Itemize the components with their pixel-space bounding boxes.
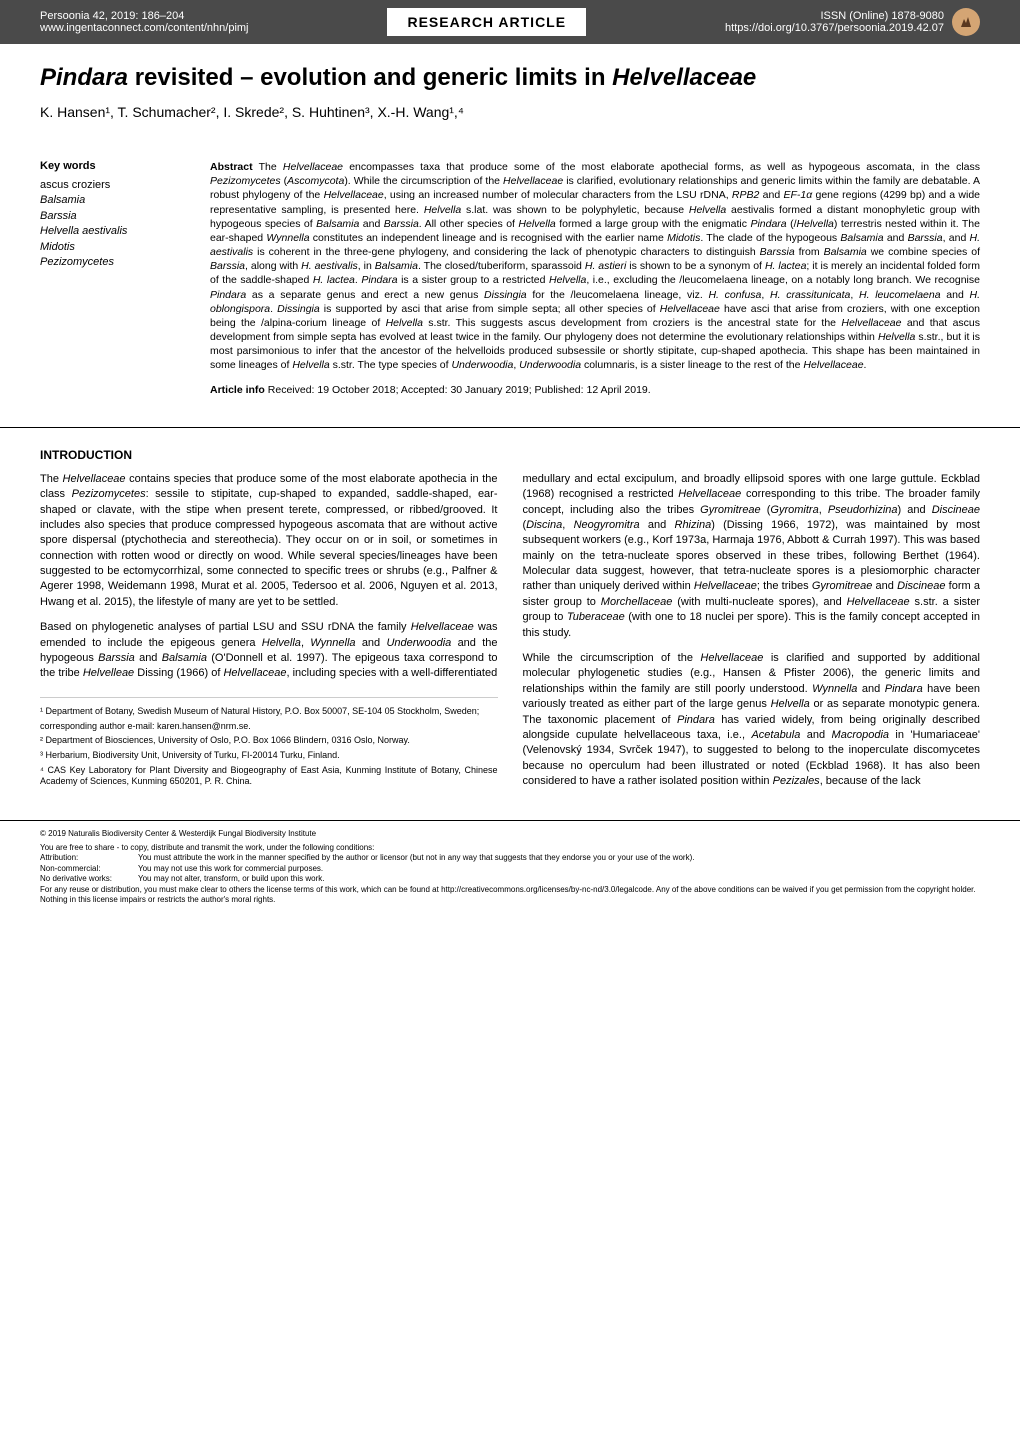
copyright-line: © 2019 Naturalis Biodiversity Center & W… <box>40 829 980 839</box>
left-column: The Helvellaceae contains species that p… <box>40 472 498 800</box>
license-label: Attribution: <box>40 853 130 863</box>
journal-citation: Persoonia 42, 2019: 186–204 <box>40 10 249 22</box>
author-list: K. Hansen¹, T. Schumacher², I. Skrede², … <box>40 104 980 120</box>
article-info: Article info Received: 19 October 2018; … <box>210 383 980 397</box>
journal-logo-icon <box>952 8 980 36</box>
right-column: medullary and ectal excipulum, and broad… <box>523 472 981 800</box>
license-row: Attribution: You must attribute the work … <box>40 853 980 863</box>
affiliation-item: ⁴ CAS Key Laboratory for Plant Diversity… <box>40 765 498 788</box>
keyword-list: ascus croziersBalsamiaBarssiaHelvella ae… <box>40 178 180 270</box>
license-label: No derivative works: <box>40 874 130 884</box>
license-footer: © 2019 Naturalis Biodiversity Center & W… <box>0 820 1020 914</box>
introduction-section: INTRODUCTION The Helvellaceae contains s… <box>0 427 1020 820</box>
title-section: Pindara revisited – evolution and generi… <box>0 44 1020 150</box>
article-title: Pindara revisited – evolution and generi… <box>40 64 980 92</box>
keyword-item: Midotis <box>40 240 180 255</box>
keyword-item: ascus croziers <box>40 178 180 193</box>
reuse-text: For any reuse or distribution, you must … <box>40 885 980 906</box>
affiliations-block: ¹ Department of Botany, Swedish Museum o… <box>40 697 498 788</box>
intro-para-2: Based on phylogenetic analyses of partia… <box>40 620 498 682</box>
abstract-label: Abstract <box>210 161 253 173</box>
journal-url: www.ingentaconnect.com/content/nhn/pimj <box>40 22 249 34</box>
affiliation-item: ³ Herbarium, Biodiversity Unit, Universi… <box>40 750 498 762</box>
license-text: You may not alter, transform, or build u… <box>138 874 324 884</box>
keyword-item: Helvella aestivalis <box>40 224 180 239</box>
keywords-column: Key words ascus croziersBalsamiaBarssiaH… <box>40 160 180 397</box>
abstract-column: Abstract The Helvellaceae encompasses ta… <box>210 160 980 397</box>
intro-para-1: The Helvellaceae contains species that p… <box>40 472 498 611</box>
license-label: Non-commercial: <box>40 864 130 874</box>
affiliation-item: ¹ Department of Botany, Swedish Museum o… <box>40 706 498 718</box>
header-right: ISSN (Online) 1878-9080 https://doi.org/… <box>725 8 980 36</box>
license-text: You may not use this work for commercial… <box>138 864 323 874</box>
article-info-text: Received: 19 October 2018; Accepted: 30 … <box>268 384 651 396</box>
license-row: No derivative works: You may not alter, t… <box>40 874 980 884</box>
intro-para-3: medullary and ectal excipulum, and broad… <box>523 472 981 641</box>
journal-header: Persoonia 42, 2019: 186–204 www.ingentac… <box>0 0 1020 44</box>
doi-text: https://doi.org/10.3767/persoonia.2019.4… <box>725 22 944 34</box>
license-row: Non-commercial: You may not use this work… <box>40 864 980 874</box>
share-intro: You are free to share - to copy, distrib… <box>40 843 980 853</box>
header-left: Persoonia 42, 2019: 186–204 www.ingentac… <box>40 10 249 34</box>
affiliation-item: ² Department of Biosciences, University … <box>40 735 498 747</box>
intro-para-4: While the circumscription of the Helvell… <box>523 651 981 790</box>
two-column-body: The Helvellaceae contains species that p… <box>40 472 980 800</box>
article-info-label: Article info <box>210 384 265 396</box>
keyword-item: Pezizomycetes <box>40 255 180 270</box>
keyword-item: Balsamia <box>40 193 180 208</box>
license-text: You must attribute the work in the manne… <box>138 853 694 863</box>
affiliation-item: corresponding author e-mail: karen.hanse… <box>40 721 498 733</box>
introduction-heading: INTRODUCTION <box>40 448 980 462</box>
license-rows: Attribution: You must attribute the work … <box>40 853 980 884</box>
keywords-heading: Key words <box>40 160 180 172</box>
article-type-badge: RESEARCH ARTICLE <box>387 8 586 36</box>
issn-text: ISSN (Online) 1878-9080 <box>820 10 944 22</box>
keyword-item: Barssia <box>40 209 180 224</box>
keywords-abstract-row: Key words ascus croziersBalsamiaBarssiaH… <box>0 150 1020 407</box>
abstract-text: The Helvellaceae encompasses taxa that p… <box>210 161 980 371</box>
